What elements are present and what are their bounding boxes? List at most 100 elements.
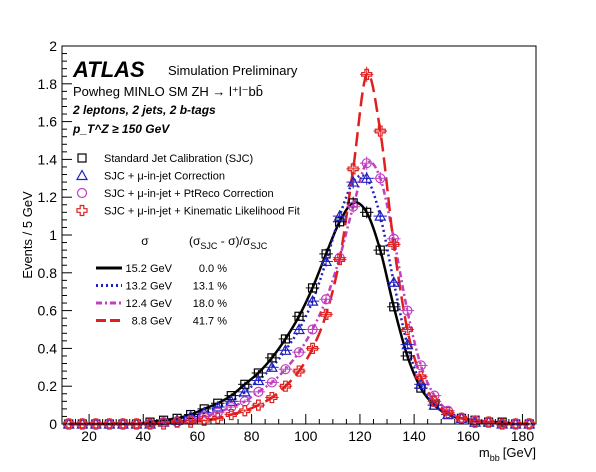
- cross-marker-shape: [293, 365, 305, 377]
- cross-marker: [293, 365, 305, 377]
- cross-marker: [117, 418, 129, 430]
- circle-marker-shape: [361, 158, 372, 169]
- table-header-part: SJC: [250, 241, 268, 251]
- triangle-marker: [292, 323, 306, 335]
- cross-marker-shape: [63, 418, 75, 430]
- x-axis-label-sub: bb: [490, 453, 500, 463]
- cross-marker-shape: [334, 253, 346, 266]
- cross-marker: [76, 418, 88, 430]
- x-tick-label: 180: [511, 428, 535, 444]
- legend-square-marker: [77, 153, 87, 163]
- data-point: [265, 361, 279, 372]
- circle-marker-shape: [253, 386, 264, 397]
- y-tick-label: 0.2: [38, 378, 58, 394]
- data-point: [400, 338, 415, 350]
- table-header-part: (σ: [189, 234, 201, 248]
- triangle-marker: [360, 172, 373, 183]
- triangle-marker: [333, 209, 346, 221]
- y-tick-label: 2: [49, 38, 57, 54]
- triangle-marker: [347, 175, 360, 187]
- cross-marker: [510, 418, 522, 430]
- circle-marker: [402, 305, 413, 316]
- circle-marker-shape: [266, 377, 278, 388]
- data-point: [292, 365, 306, 377]
- triangle-marker-shape: [414, 378, 427, 389]
- cross-marker-shape: [117, 418, 129, 430]
- triangle-marker-shape: [428, 398, 441, 410]
- y-tick-label: 0.8: [38, 265, 58, 281]
- triangle-marker-shape: [360, 172, 373, 183]
- data-point: [346, 175, 360, 189]
- cross-marker-shape: [76, 204, 88, 217]
- data-point: [332, 209, 347, 223]
- table-row: 15.2 GeV 0.0 %: [96, 263, 227, 275]
- table-relative-value: 0.0 %: [199, 263, 227, 275]
- cross-marker: [63, 418, 75, 430]
- triangle-marker: [265, 361, 278, 372]
- data-point: [319, 294, 333, 305]
- triangle-marker-shape: [75, 169, 89, 181]
- triangle-marker: [401, 338, 414, 350]
- triangle-marker-shape: [374, 209, 387, 221]
- cross-marker: [212, 412, 224, 424]
- data-point: [481, 416, 496, 428]
- data-point: [373, 171, 388, 185]
- cross-marker-shape: [388, 238, 400, 251]
- legend-item: SJC + μ-in-jet Correction: [75, 169, 225, 183]
- data-point: [359, 206, 374, 219]
- square-marker-shape: [389, 302, 399, 312]
- cross-marker: [198, 414, 210, 426]
- legend-label: SJC + μ-in-jet Correction: [104, 171, 225, 183]
- legend-circle-marker: [76, 187, 88, 199]
- circle-marker-shape: [375, 173, 386, 184]
- circle-marker: [348, 201, 359, 212]
- legend-item: SJC + μ-in-jet + Kinematic Likelihood Fi…: [76, 204, 300, 218]
- cross-marker: [361, 68, 373, 80]
- x-tick-label: 20: [81, 428, 97, 444]
- cross-marker-shape: [212, 412, 224, 424]
- square-marker-shape: [253, 368, 263, 378]
- data-point: [400, 305, 415, 316]
- x-tick-label: 160: [457, 428, 481, 444]
- circle-marker: [212, 407, 223, 418]
- cross-marker: [483, 416, 495, 428]
- square-marker: [375, 245, 385, 255]
- data-point: [278, 380, 293, 392]
- data-point: [197, 414, 211, 426]
- triangle-marker-shape: [320, 255, 333, 267]
- cross-marker-shape: [401, 323, 413, 336]
- data-point: [265, 377, 279, 388]
- square-marker-shape: [307, 283, 318, 293]
- triangle-marker: [238, 385, 251, 397]
- triangle-marker-shape: [292, 323, 306, 335]
- data-point: [373, 209, 388, 223]
- square-marker-shape: [280, 334, 291, 344]
- cross-marker: [496, 418, 508, 430]
- square-marker-shape: [294, 311, 304, 321]
- data-point: [414, 360, 428, 371]
- cross-marker-shape: [374, 125, 386, 137]
- data-point: [319, 255, 333, 267]
- data-point: [170, 416, 184, 428]
- data-point: [373, 123, 388, 139]
- square-marker: [307, 283, 318, 293]
- cross-marker: [103, 418, 116, 430]
- y-tick-label: 0.4: [38, 340, 58, 356]
- table-relative-value: 13.1 %: [193, 281, 227, 293]
- cross-marker-shape: [130, 418, 143, 430]
- data-point: [224, 408, 239, 421]
- data-point: [359, 66, 374, 83]
- triangle-marker-shape: [279, 344, 292, 355]
- data-point: [251, 399, 266, 411]
- cross-marker: [266, 391, 278, 404]
- legend-triangle-marker: [75, 169, 89, 181]
- data-point: [305, 324, 320, 335]
- table-row: 8.8 GeV 41.7 %: [96, 316, 227, 328]
- triangle-marker: [279, 344, 292, 355]
- circle-marker: [293, 347, 305, 358]
- axes: 0 0.2 0.4 0.6 0.8 1 1.2 1.4 1.6 1.8 2 20 40 60 80 100 12…: [38, 38, 537, 444]
- x-tick-label: 120: [348, 428, 372, 444]
- circle-marker: [415, 360, 426, 371]
- legend: Standard Jet Calibration (SJC) SJC + μ-in…: [75, 153, 300, 218]
- data-point: [332, 253, 347, 266]
